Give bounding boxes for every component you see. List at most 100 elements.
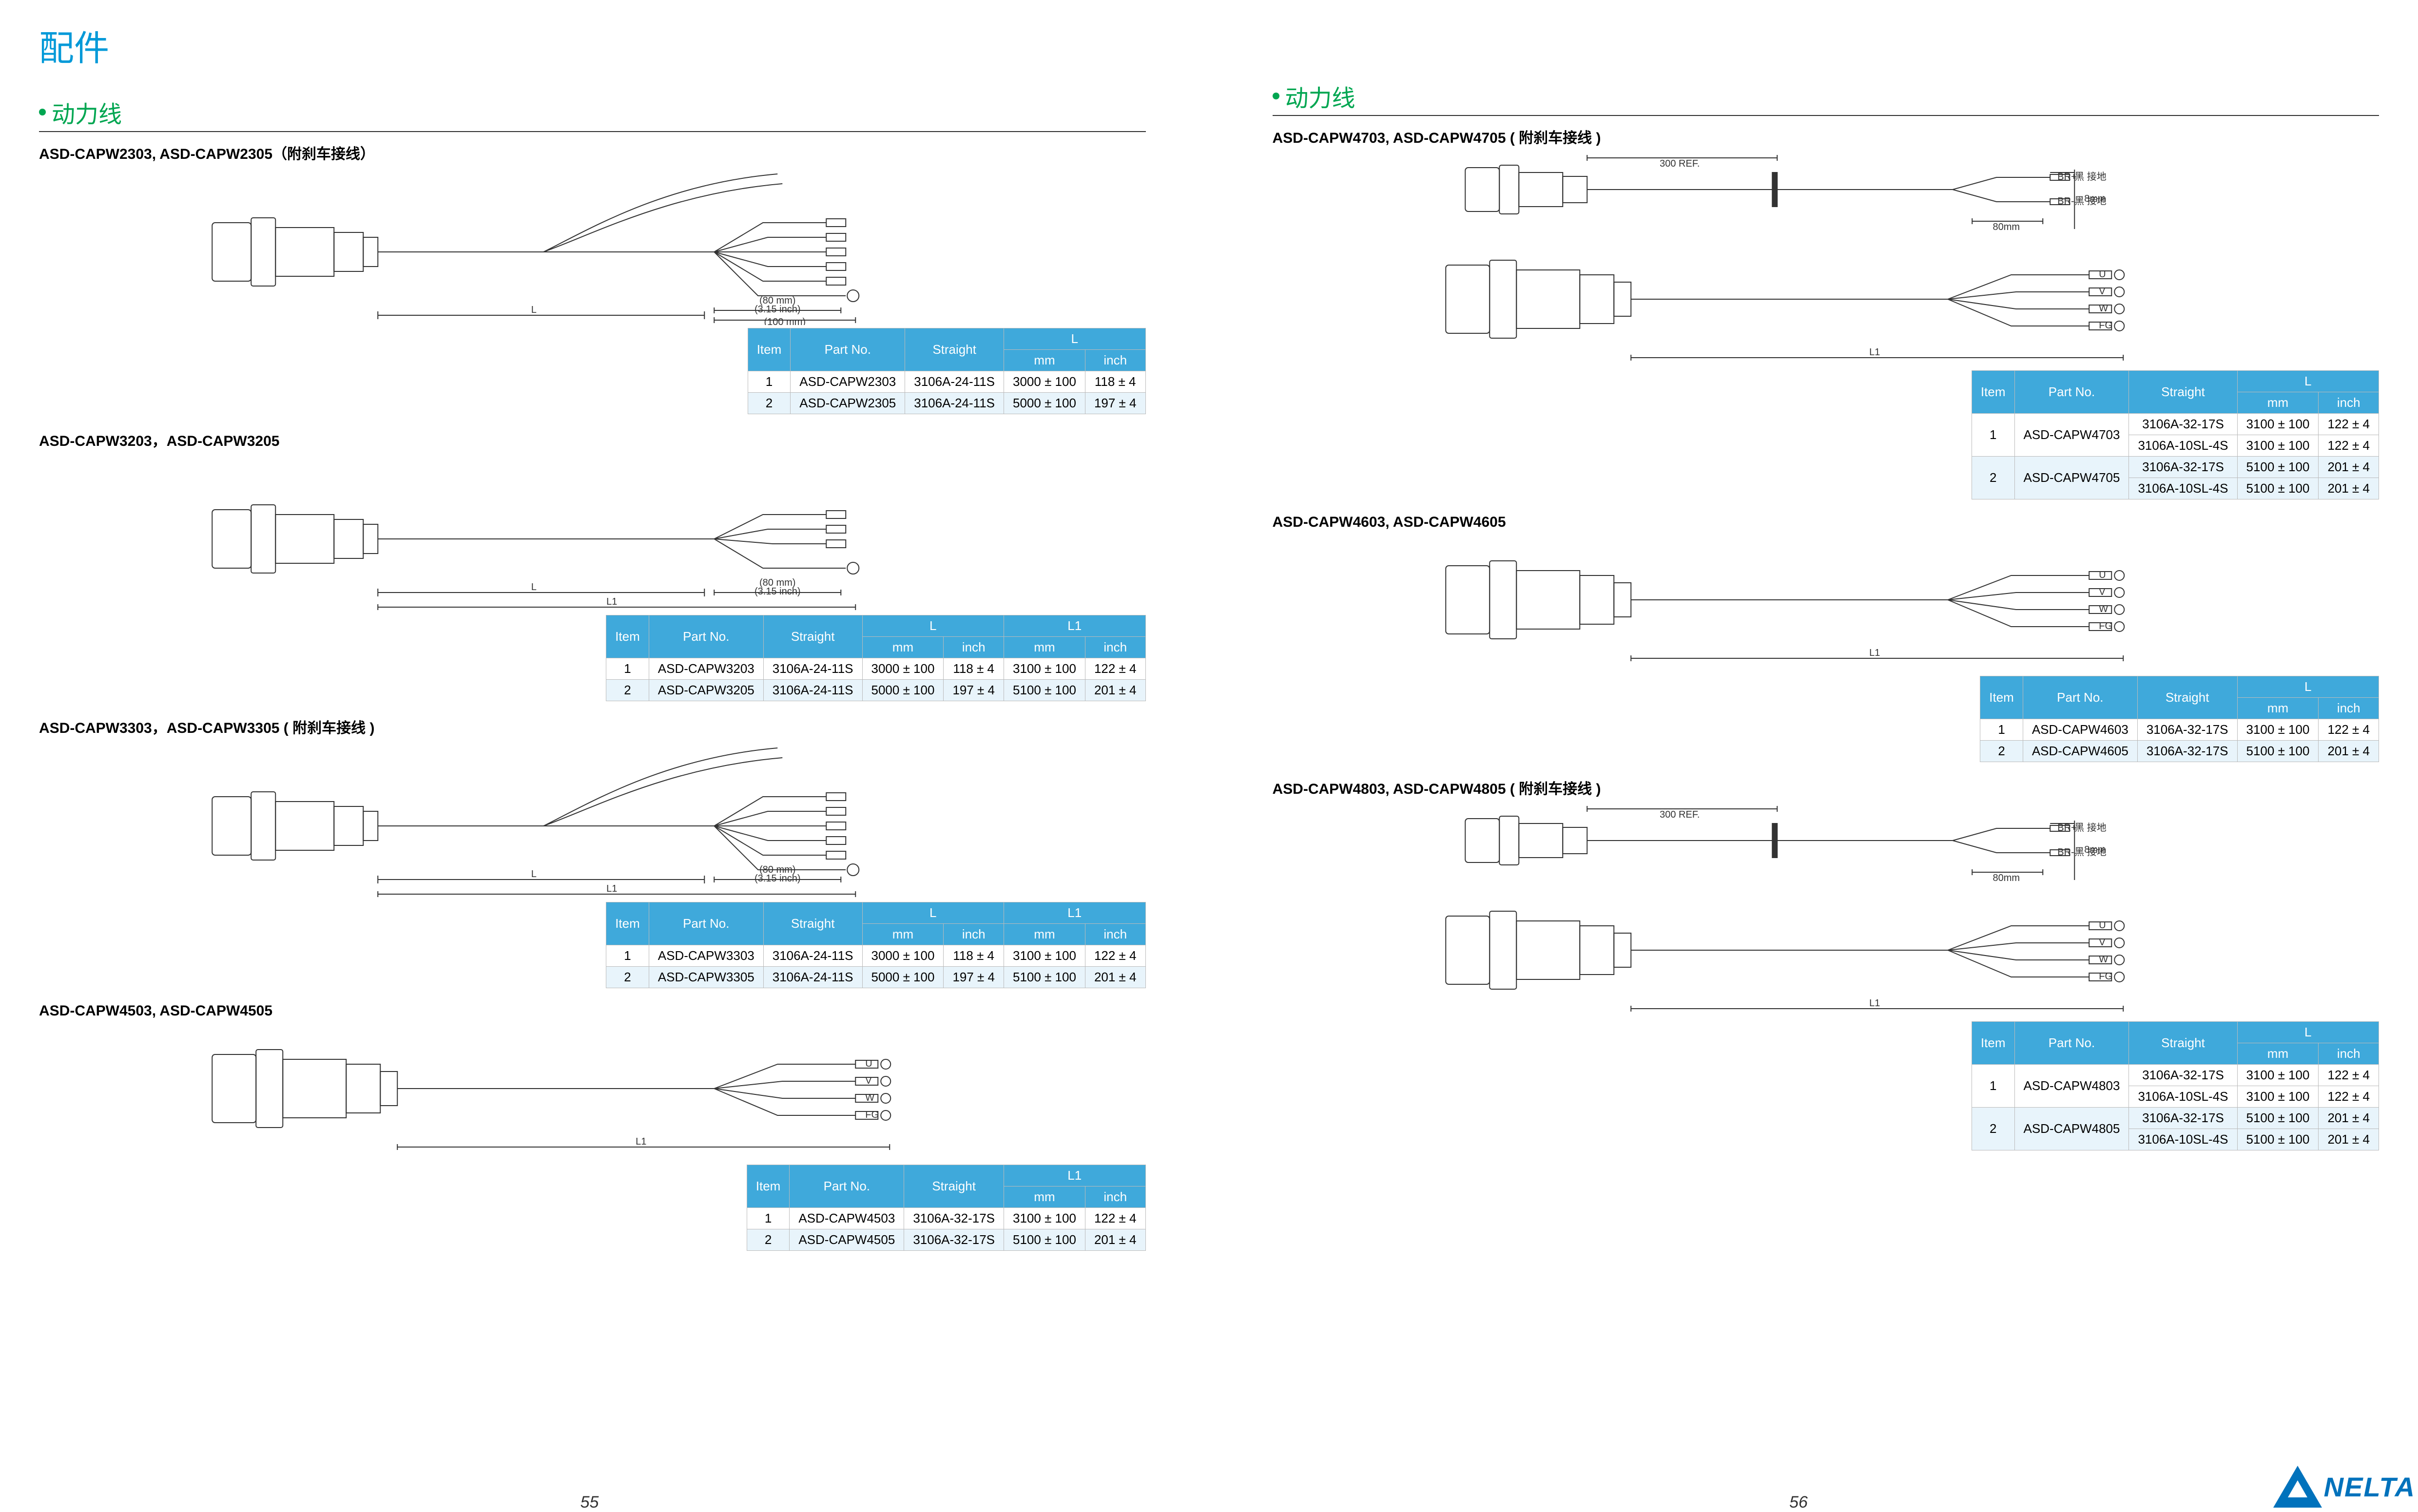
product-4603-table: Item Part No. Straight L mm inch 1 ASD-C… [1980,676,2379,762]
svg-text:L1: L1 [636,1136,646,1147]
section-title-right-text: 动力线 [1285,79,1355,113]
product-2303-diagram: L (80 mm) (3.15 inch) (100 mm) (3.94 inc… [39,169,1146,325]
svg-text:BR-: BR- [2057,196,2074,207]
product-4503-table: Item Part No. Straight L1 mm inch 1 ASD-… [747,1165,1146,1251]
svg-text:V: V [2099,937,2106,948]
main-title: 配件 [39,19,1146,71]
cable-diagram-svg: 300 REF. 80mm 8mm BR+ BR- 黑 接地 黑 接地 U V … [1273,804,2379,1018]
table-row: 1 ASD-CAPW4503 3106A-32-17S 3100 ± 100 1… [747,1208,1145,1229]
cable-diagram-svg: L (80 mm) (3.15 inch) L1 [39,743,1146,899]
svg-text:(3.15 inch): (3.15 inch) [754,873,801,884]
svg-text:80mm: 80mm [1992,873,2020,883]
svg-text:黑 接地: 黑 接地 [2074,822,2107,833]
product-2303-table: Item Part No. Straight L mm inch 1 ASD-C… [748,328,1146,414]
product-3203-table: Item Part No. Straight L L1 mm inch mm i… [606,615,1145,701]
svg-text:L1: L1 [1869,347,1880,358]
product-3303: ASD-CAPW3303，ASD-CAPW3305 ( 附刹车接线 ) [39,716,1146,988]
product-3203: ASD-CAPW3203，ASD-CAPW3205 [39,429,1146,701]
product-4503-table-wrap: Item Part No. Straight L1 mm inch 1 ASD-… [39,1165,1146,1251]
svg-text:黑 接地: 黑 接地 [2074,171,2107,182]
svg-text:U: U [2099,920,2106,931]
page-container: 配件 动力线 ASD-CAPW2303, ASD-CAPW2305（附刹车接线） [0,0,2418,1508]
product-4603-table-wrap: Item Part No. Straight L mm inch 1 ASD-C… [1273,676,2379,762]
svg-text:FG: FG [2099,621,2112,632]
table-row: 1 ASD-CAPW2303 3106A-24-11S 3000 ± 100 1… [748,371,1145,393]
product-4703-label: ASD-CAPW4703, ASD-CAPW4705 ( 附刹车接线 ) [1273,126,2379,147]
th-inch: inch [1085,350,1145,371]
svg-text:FG: FG [865,1110,879,1120]
product-4503-diagram: U V W FG L1 [39,1025,1146,1162]
svg-text:BR-: BR- [2057,847,2074,858]
svg-text:L1: L1 [1869,648,1880,658]
table-row: 2 ASD-CAPW3305 3106A-24-11S 5000 ± 100 1… [606,967,1145,988]
dim-L: L [531,305,537,315]
svg-text:L1: L1 [606,596,617,607]
product-4603-diagram: U V W FG L1 [1273,536,2379,673]
logo-text: NELTA [2324,1471,2416,1503]
cable-diagram-svg: U V W FG L1 [1273,536,2379,673]
product-4803-table: Item Part No. Straight L mm inch 1 ASD-C… [1972,1021,2379,1150]
section-title-left-text: 动力线 [52,95,122,129]
svg-text:L1: L1 [606,883,617,894]
product-4803-table-wrap: Item Part No. Straight L mm inch 1 ASD-C… [1273,1021,2379,1150]
svg-text:W: W [2099,954,2108,965]
svg-text:V: V [2099,286,2106,297]
svg-text:W: W [2099,604,2108,614]
product-3203-table-wrap: Item Part No. Straight L L1 mm inch mm i… [39,615,1146,701]
svg-text:L: L [531,582,537,593]
svg-text:300 REF.: 300 REF. [1660,809,1700,820]
table-row: 1 ASD-CAPW3203 3106A-24-11S 3000 ± 100 1… [606,658,1145,680]
svg-text:L1: L1 [1869,998,1880,1009]
spacer [1273,19,2379,79]
svg-text:BR+: BR+ [2057,823,2076,833]
svg-text:BR+: BR+ [2057,172,2076,182]
svg-text:黑 接地: 黑 接地 [2074,846,2107,858]
product-4703-table: Item Part No. Straight L mm inch 1 ASD-C… [1972,370,2379,499]
right-page: 动力线 ASD-CAPW4703, ASD-CAPW4705 ( 附刹车接线 ) [1273,19,2379,1449]
dim-315: (3.15 inch) [754,304,801,315]
th-straight: Straight [905,328,1004,371]
product-4703-table-wrap: Item Part No. Straight L mm inch 1 ASD-C… [1273,370,2379,499]
product-4703: ASD-CAPW4703, ASD-CAPW4705 ( 附刹车接线 ) [1273,126,2379,499]
cable-diagram-svg: U V W FG L1 [39,1025,1146,1162]
product-4803-diagram: 300 REF. 80mm 8mm BR+ BR- 黑 接地 黑 接地 U V … [1273,804,2379,1018]
svg-text:80mm: 80mm [1992,222,2020,232]
table-row: 1 ASD-CAPW3303 3106A-24-11S 3000 ± 100 1… [606,945,1145,967]
table-row: 2 ASD-CAPW3205 3106A-24-11S 5000 ± 100 1… [606,680,1145,701]
bullet-icon [39,109,46,115]
th-partno: Part No. [791,328,905,371]
dim-100mm: (100 mm) [764,317,806,325]
page-num-right: 56 [1789,1493,1808,1512]
product-4803: ASD-CAPW4803, ASD-CAPW4805 ( 附刹车接线 ) [1273,777,2379,1150]
product-3303-label: ASD-CAPW3303，ASD-CAPW3305 ( 附刹车接线 ) [39,716,1146,737]
table-row: 2 ASD-CAPW4705 3106A-32-17S 5100 ± 100 2… [1972,457,2379,478]
product-4503: ASD-CAPW4503, ASD-CAPW4505 [39,1003,1146,1251]
svg-text:V: V [865,1075,872,1086]
product-3303-table-wrap: Item Part No. Straight L L1 mm inch mm i… [39,902,1146,988]
th-L: L [1004,328,1146,350]
delta-logo-icon [2273,1466,2322,1508]
table-row: 1 ASD-CAPW4803 3106A-32-17S 3100 ± 100 1… [1972,1065,2379,1086]
svg-text:FG: FG [2099,320,2112,331]
product-4703-diagram: 300 REF. 80mm 8mm BR+ BR- 黑 接地 黑 接地 U V … [1273,153,2379,367]
product-3303-diagram: L (80 mm) (3.15 inch) L1 [39,743,1146,899]
cable-diagram-svg: 300 REF. 80mm 8mm BR+ BR- 黑 接地 黑 接地 U V … [1273,153,2379,367]
svg-text:(3.15 inch): (3.15 inch) [754,586,801,597]
logo: NELTA [2273,1466,2416,1508]
product-4603-label: ASD-CAPW4603, ASD-CAPW4605 [1273,514,2379,531]
svg-text:U: U [2099,269,2106,280]
product-2303-label: ASD-CAPW2303, ASD-CAPW2305（附刹车接线） [39,142,1146,163]
product-2303: ASD-CAPW2303, ASD-CAPW2305（附刹车接线） [39,142,1146,414]
table-row: 2 ASD-CAPW2305 3106A-24-11S 5000 ± 100 1… [748,393,1145,414]
svg-text:U: U [2099,570,2106,580]
svg-text:300 REF.: 300 REF. [1660,158,1700,169]
table-row: 2 ASD-CAPW4505 3106A-32-17S 5100 ± 100 2… [747,1229,1145,1251]
svg-text:L: L [531,869,537,880]
th-mm: mm [1004,350,1085,371]
table-row: 2 ASD-CAPW4805 3106A-32-17S 5100 ± 100 2… [1972,1108,2379,1129]
left-page: 配件 动力线 ASD-CAPW2303, ASD-CAPW2305（附刹车接线） [39,19,1146,1449]
section-title-left: 动力线 [39,95,1146,132]
table-row: 2 ASD-CAPW4605 3106A-32-17S 5100 ± 100 2… [1980,741,2379,762]
cable-diagram-svg: L (80 mm) (3.15 inch) (100 mm) (3.94 inc… [39,169,1146,325]
table-row: 1 ASD-CAPW4603 3106A-32-17S 3100 ± 100 1… [1980,719,2379,741]
